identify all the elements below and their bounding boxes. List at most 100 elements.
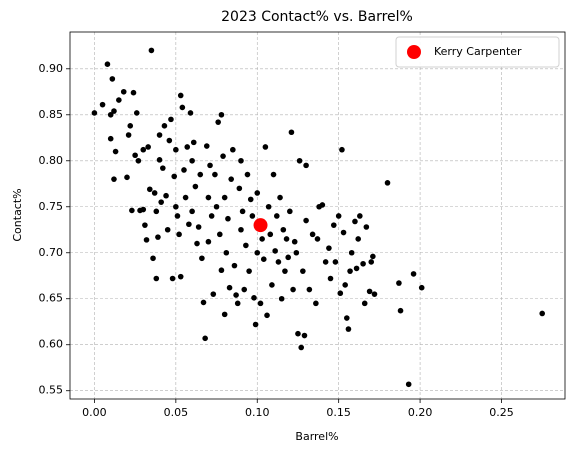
point [221, 194, 228, 201]
point [130, 89, 137, 96]
point [156, 157, 163, 163]
point [189, 208, 195, 215]
point [278, 295, 285, 302]
y-tick-label: 0.85 [39, 108, 64, 121]
point [186, 221, 192, 228]
point [133, 110, 140, 116]
point [190, 139, 197, 146]
chart-title: 2023 Contact% vs. Barrel% [221, 9, 413, 25]
point [111, 108, 117, 114]
point [285, 254, 291, 261]
point [254, 249, 261, 256]
point [241, 286, 248, 293]
point [293, 249, 300, 256]
point [151, 190, 158, 196]
point [207, 162, 213, 169]
x-tick-label: 0.05 [164, 406, 189, 419]
point [120, 88, 127, 95]
point [330, 222, 337, 228]
point [265, 203, 272, 210]
point [140, 206, 147, 213]
point [155, 234, 161, 240]
point [226, 284, 233, 291]
point [366, 288, 373, 295]
y-tick-label: 0.55 [39, 384, 64, 397]
point [396, 280, 402, 286]
x-axis-label: Barrel% [295, 430, 338, 443]
point [91, 110, 98, 116]
x-tick-label: 0.20 [408, 406, 433, 419]
point [254, 190, 261, 196]
point [107, 135, 114, 142]
point [272, 248, 278, 254]
point [301, 332, 308, 339]
point [182, 194, 189, 201]
point [251, 295, 257, 301]
point [352, 218, 358, 225]
point [189, 157, 195, 164]
point [195, 224, 202, 230]
point [319, 202, 326, 208]
point [314, 236, 321, 242]
point [277, 194, 283, 201]
point [230, 146, 236, 153]
point [109, 76, 116, 82]
point [405, 381, 412, 388]
point [208, 213, 215, 219]
point [112, 148, 119, 155]
point [199, 255, 205, 262]
point [384, 180, 391, 186]
point [210, 291, 217, 297]
point [322, 259, 329, 265]
point [337, 290, 344, 297]
point [231, 262, 238, 269]
point [181, 167, 187, 173]
point [262, 144, 269, 150]
point [164, 226, 171, 233]
point [418, 284, 425, 291]
point [339, 146, 345, 153]
point [153, 208, 160, 215]
point [187, 110, 194, 116]
point [282, 268, 288, 274]
point [142, 222, 148, 228]
point [273, 213, 280, 219]
point [355, 236, 362, 242]
point [247, 196, 254, 203]
point [99, 101, 106, 108]
point [143, 237, 150, 243]
point [177, 92, 184, 99]
legend-label: Kerry Carpenter [434, 45, 522, 58]
point [220, 153, 226, 159]
y-tick-label: 0.60 [39, 338, 64, 351]
y-axis-label: Contact% [11, 188, 24, 241]
point [306, 286, 313, 293]
point [135, 157, 142, 164]
point [239, 208, 246, 215]
point [275, 259, 282, 265]
point [303, 162, 309, 169]
point [174, 213, 181, 219]
y-tick-label: 0.75 [39, 200, 64, 213]
point [197, 171, 204, 178]
point [347, 268, 353, 274]
point [234, 300, 241, 307]
point [368, 259, 375, 265]
point [176, 231, 182, 238]
legend-box [395, 36, 560, 68]
point [370, 253, 376, 260]
point [140, 146, 147, 153]
point [243, 242, 249, 249]
point [225, 215, 231, 222]
point [238, 226, 244, 233]
point [107, 111, 114, 118]
point [132, 152, 138, 159]
point [228, 176, 235, 182]
point [539, 310, 546, 317]
point [205, 194, 212, 201]
point [270, 171, 277, 178]
point [217, 231, 223, 238]
point [158, 199, 164, 205]
point [111, 176, 117, 182]
x-tick-label: 0.25 [489, 406, 514, 419]
